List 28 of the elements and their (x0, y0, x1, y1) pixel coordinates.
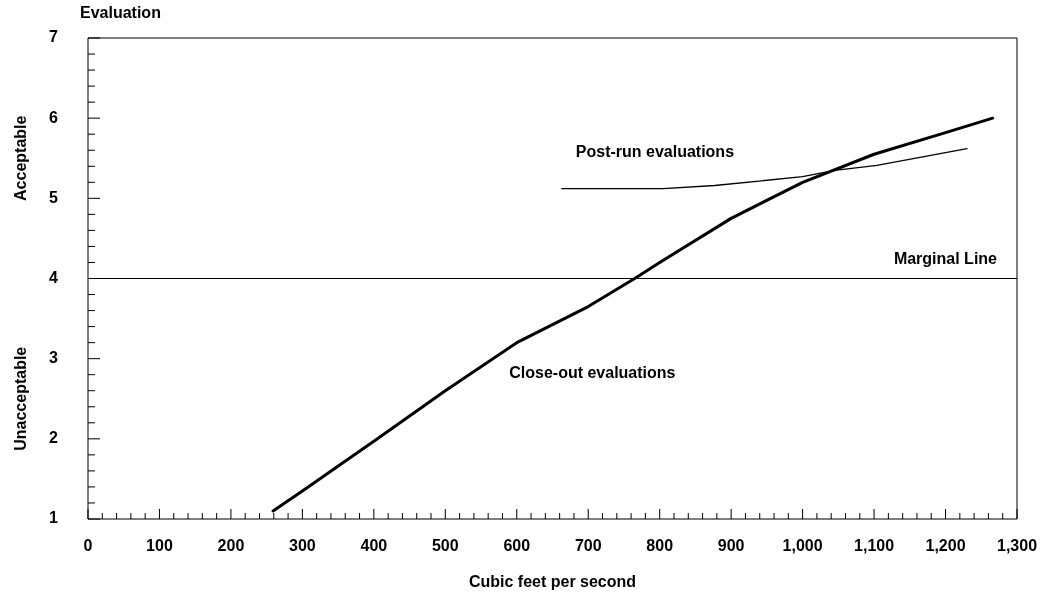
ref-line-label: Marginal Line (893, 249, 998, 267)
x-tick-label: 1,200 (925, 537, 966, 555)
x-tick-label: 0 (83, 537, 93, 555)
x-tick-label: 200 (217, 537, 245, 555)
x-tick-label: 1,300 (996, 537, 1038, 555)
x-tick-label: 600 (503, 537, 531, 555)
y-tick-label: 6 (49, 108, 59, 126)
x-tick-label: 400 (360, 537, 388, 555)
series-label: Post-run evaluations (575, 143, 735, 161)
x-axis-title: Cubic feet per second (468, 573, 637, 591)
x-tick-label: 100 (146, 537, 173, 555)
x-tick-label: 1,100 (854, 537, 895, 555)
text: Unacceptable (12, 346, 30, 451)
y-axis-title: Evaluation (80, 4, 161, 22)
x-tick-label: 500 (431, 537, 459, 555)
y-tick-label: 4 (49, 268, 59, 286)
y-tick-label: 5 (49, 188, 59, 206)
x-tick-label: 300 (289, 537, 316, 555)
y-tick-label: 2 (49, 429, 59, 447)
series-label: Close-out evaluations (509, 363, 676, 381)
y-tick-label: 1 (49, 509, 59, 527)
x-tick-label: 800 (646, 537, 674, 555)
x-tick-label: 1,000 (782, 537, 823, 555)
text: Acceptable (12, 115, 30, 201)
x-tick-label: 900 (717, 537, 745, 555)
y-tick-label: 7 (49, 28, 59, 46)
x-tick-label: 700 (574, 537, 602, 555)
y-tick-label: 3 (49, 349, 59, 367)
